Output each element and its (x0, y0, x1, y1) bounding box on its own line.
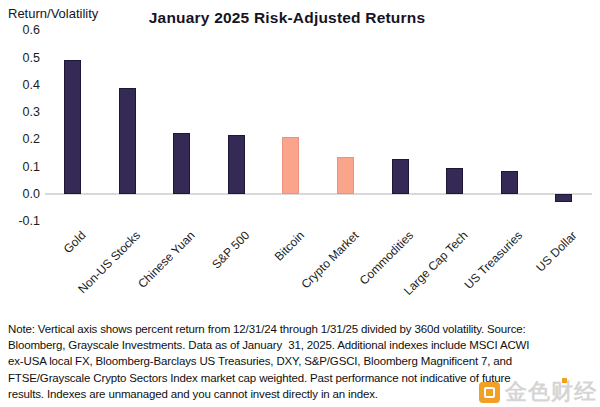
y-tick-label-0.1: 0.1 (0, 160, 40, 174)
y-tick-label-0.4: 0.4 (0, 78, 40, 92)
bar-bitcoin (282, 137, 299, 194)
bar-large-cap-tech (446, 168, 463, 194)
x-label-s-p-500: S&P 500 (210, 229, 253, 272)
bar-gold (64, 60, 81, 194)
x-label-commodities: Commodities (358, 229, 417, 288)
footnote-line-2: Bloomberg, Grayscale Investments. Data a… (8, 337, 600, 353)
x-label-chinese-yuan: Chinese Yuan (136, 229, 198, 291)
y-tick-label-0.6: 0.6 (0, 23, 40, 37)
jinse-finance-logo-icon (479, 382, 500, 403)
x-label-us-dollar: US Dollar (535, 229, 581, 275)
x-label-gold: Gold (62, 229, 89, 256)
x-label-us-treasuries: US Treasuries (463, 229, 526, 292)
bar-us-dollar (555, 194, 572, 202)
bar-commodities (392, 159, 409, 194)
bar-s-p-500 (228, 135, 245, 194)
footnote-line-1: Note: Vertical axis shows percent return… (8, 321, 600, 337)
bar-chinese-yuan (173, 133, 190, 194)
watermark-text: 金色财经 (505, 381, 597, 403)
y-tick-label-0.2: 0.2 (0, 132, 40, 146)
footnote-line-3: ex-USA local FX, Bloomberg-Barclays US T… (8, 353, 600, 369)
y-tick-label-0.3: 0.3 (0, 105, 40, 119)
bar-non-us-stocks (119, 88, 136, 194)
watermark: 金色财经 (479, 381, 597, 403)
chart-title: January 2025 Risk-Adjusted Returns (0, 9, 574, 27)
y-tick-label-0.5: 0.5 (0, 51, 40, 65)
x-label-bitcoin: Bitcoin (273, 229, 308, 264)
bar-crypto-market (337, 157, 354, 194)
y-tick-label--0.1: -0.1 (0, 214, 40, 228)
watermark-dot (562, 378, 567, 383)
y-tick-label-0.0: 0.0 (0, 187, 40, 201)
x-label-crypto-market: Crypto Market (299, 229, 361, 291)
chart-image: Return/Volatility January 2025 Risk-Adju… (0, 0, 600, 407)
bar-us-treasuries (501, 171, 518, 194)
